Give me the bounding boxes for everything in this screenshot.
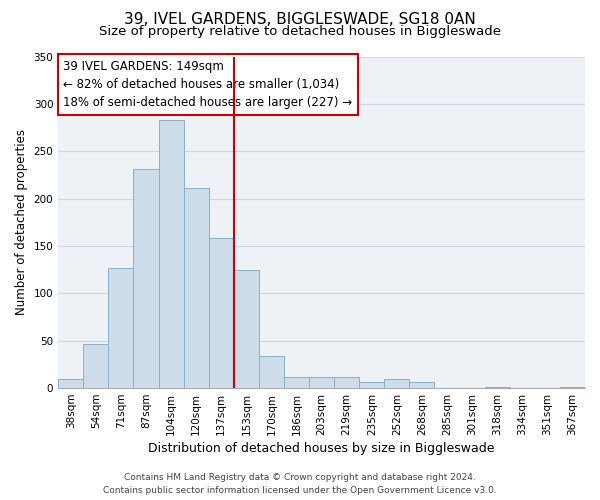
- Bar: [284, 376, 309, 388]
- Text: 39 IVEL GARDENS: 149sqm
← 82% of detached houses are smaller (1,034)
18% of semi: 39 IVEL GARDENS: 149sqm ← 82% of detache…: [64, 60, 353, 109]
- Y-axis label: Number of detached properties: Number of detached properties: [15, 130, 28, 316]
- Bar: [133, 169, 158, 388]
- X-axis label: Distribution of detached houses by size in Biggleswade: Distribution of detached houses by size …: [148, 442, 495, 455]
- Text: 39, IVEL GARDENS, BIGGLESWADE, SG18 0AN: 39, IVEL GARDENS, BIGGLESWADE, SG18 0AN: [124, 12, 476, 28]
- Bar: [184, 188, 209, 388]
- Bar: [560, 387, 585, 388]
- Bar: [259, 356, 284, 388]
- Text: Size of property relative to detached houses in Biggleswade: Size of property relative to detached ho…: [99, 25, 501, 38]
- Text: Contains HM Land Registry data © Crown copyright and database right 2024.
Contai: Contains HM Land Registry data © Crown c…: [103, 473, 497, 495]
- Bar: [334, 376, 359, 388]
- Bar: [234, 270, 259, 388]
- Bar: [359, 382, 385, 388]
- Bar: [209, 238, 234, 388]
- Bar: [109, 268, 133, 388]
- Bar: [158, 120, 184, 388]
- Bar: [83, 344, 109, 388]
- Bar: [409, 382, 434, 388]
- Bar: [309, 376, 334, 388]
- Bar: [385, 378, 409, 388]
- Bar: [485, 387, 510, 388]
- Bar: [58, 378, 83, 388]
